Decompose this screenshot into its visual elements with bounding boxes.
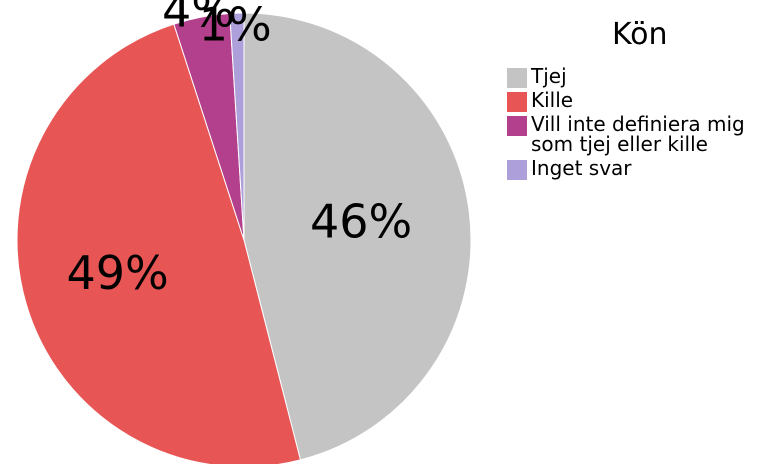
- legend: Tjej Kille Vill inte definiera mig som t…: [507, 66, 783, 182]
- pie-slice-0: [243, 12, 472, 461]
- legend-label-inget-svar: Inget svar: [531, 156, 632, 180]
- pie-label-2: 4%: [162, 0, 235, 38]
- pie-label-0: 46%: [310, 195, 412, 249]
- pie-slice-3: [229, 12, 245, 241]
- pie-labels: 46% 49% 4%1%: [66, 0, 412, 300]
- legend-label-kille: Kille: [531, 88, 574, 112]
- pie-label-3: 1%: [199, 0, 272, 51]
- legend-item-kille: Kille: [507, 88, 783, 112]
- legend-item-tjej: Tjej: [507, 64, 783, 88]
- legend-title: Kön: [612, 17, 668, 52]
- legend-item-inget-svar: Inget svar: [507, 156, 783, 180]
- legend-label-tjej: Tjej: [531, 64, 567, 88]
- legend-swatch-vill-inte: [507, 116, 527, 136]
- pie-slices: [16, 12, 472, 464]
- legend-swatch-tjej: [507, 68, 527, 88]
- pie-label-1: 49%: [66, 246, 168, 300]
- legend-swatch-kille: [507, 92, 527, 112]
- pie-chart: 46% 49% 4%1%: [16, 0, 472, 464]
- legend-item-vill-inte: Vill inte definiera mig som tjej eller k…: [507, 114, 783, 154]
- pie-slice-1: [16, 23, 302, 464]
- legend-swatch-inget-svar: [507, 160, 527, 180]
- legend-label-vill-inte: Vill inte definiera mig som tjej eller k…: [531, 112, 745, 156]
